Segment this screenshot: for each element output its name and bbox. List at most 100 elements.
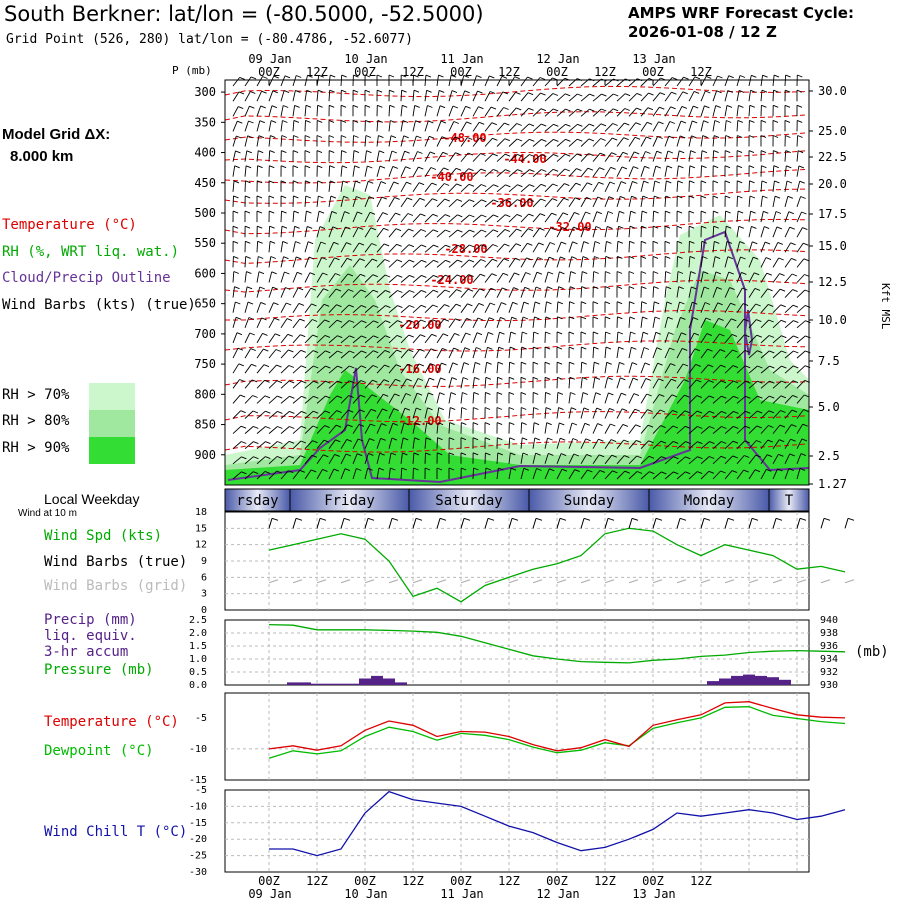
wind-barb: [304, 120, 306, 132]
wind-barb: [292, 287, 299, 298]
wind-barb-flag: [349, 335, 355, 339]
wind-barb-flag: [432, 229, 439, 233]
wind-barb: [496, 452, 499, 464]
wind-barb-flag: [732, 365, 739, 369]
grid-wind-barb: [820, 579, 831, 584]
wind-barb-flag: [609, 407, 615, 411]
wind-barb-flag: [384, 274, 391, 278]
wind-barb-flag: [465, 332, 471, 336]
wind-barb: [760, 365, 770, 374]
wind-barb: [244, 256, 247, 268]
wind-barb-flag: [403, 422, 410, 426]
wind-barb-flag: [475, 347, 482, 350]
wind-barb-flag: [341, 135, 347, 138]
wind-barb-flag: [473, 407, 479, 410]
wind-barb-flag: [713, 210, 719, 214]
bottom-date-label: 11 Jan: [440, 887, 483, 900]
wind-barb-flag: [433, 259, 439, 263]
wind-barb-flag: [420, 304, 427, 308]
wind-barb: [652, 286, 655, 298]
wind-barb: [532, 301, 536, 313]
wind-barb-flag: [744, 425, 751, 429]
wind-barb: [760, 272, 768, 283]
wind-barb-flag: [665, 286, 672, 290]
wind-barb-flag: [653, 271, 659, 274]
wind-barb-flag: [682, 347, 688, 351]
wind-barb-flag: [683, 379, 689, 383]
wind-barb-flag: [793, 335, 799, 339]
wind-barb: [280, 241, 284, 253]
wind-barb-flag: [629, 240, 635, 244]
wind-barb: [472, 317, 479, 329]
wind-barb: [580, 123, 590, 132]
wind-barb-flag: [721, 426, 727, 429]
wind-barb-flag: [688, 225, 695, 229]
wind-barb-flag: [751, 225, 757, 229]
bottom-hour-label: 12Z: [498, 874, 520, 888]
wind-barb: [712, 470, 721, 480]
wind-barb-flag: [346, 242, 352, 246]
wind-barb: [436, 198, 446, 208]
wind-barb-flag: [234, 286, 240, 290]
wind-barb: [436, 422, 439, 434]
wind-barb: [508, 228, 517, 238]
wind-barb-flag: [706, 75, 712, 79]
wind-barb-flag: [679, 135, 686, 139]
wind-barb: [616, 377, 621, 389]
wind-barb: [616, 181, 622, 192]
wind-barb-flag: [515, 243, 522, 247]
wind-barb-flag: [707, 348, 713, 352]
wind-barb-flag: [568, 331, 575, 335]
wind-barb-flag: [361, 304, 367, 308]
wind-barb-flag: [450, 392, 457, 396]
wind-barb-flag: [429, 377, 435, 381]
wind-barb-flag: [725, 210, 731, 214]
wind-barb-flag: [533, 331, 539, 335]
wind-barb-flag: [582, 392, 589, 396]
wind-barb-flag: [792, 380, 799, 384]
wind-barb-flag: [677, 271, 684, 274]
wind-barb: [520, 76, 528, 87]
wind-barb: [688, 395, 698, 404]
wind-barb-flag: [574, 211, 580, 215]
wind-barb: [232, 271, 235, 283]
wind-barb-flag: [246, 286, 253, 290]
wind-barb: [784, 438, 791, 449]
wind-barb: [412, 363, 420, 374]
wind-barb-flag: [617, 240, 624, 244]
wind-barb-flag: [582, 271, 588, 275]
wind-barb-flag: [493, 168, 499, 172]
wind-barb: [520, 138, 530, 147]
wind-barb-flag: [256, 195, 263, 199]
wind-barb-flag: [666, 165, 673, 169]
wind-barb-flag: [366, 150, 372, 154]
wind-barb: [340, 424, 348, 434]
wind-barb-flag: [407, 363, 413, 367]
wind-barb: [364, 227, 372, 238]
wind-barb-flag: [395, 364, 402, 368]
wind-barb: [460, 318, 467, 329]
wind-barb: [340, 380, 350, 389]
wind-barb: [460, 377, 464, 389]
wind-barb: [676, 456, 686, 465]
wind-barb-flag: [713, 135, 720, 139]
wind-barb-flag: [289, 395, 295, 399]
wind-barb-flag: [654, 316, 661, 320]
wind-barb-flag: [360, 365, 367, 369]
wind-barb-flag: [239, 76, 245, 80]
top-hour-label: 12Z: [498, 65, 520, 79]
wind-barb-flag: [258, 150, 264, 154]
wind-barb-flag: [233, 255, 239, 259]
wind-barb-flag: [241, 471, 247, 475]
wind-barb-flag: [697, 426, 703, 429]
wind-barb-flag: [595, 392, 601, 396]
wind-barb: [292, 256, 297, 268]
wind-barb: [724, 455, 734, 465]
wind-barb-flag: [521, 422, 527, 426]
wind-barb-flag: [581, 346, 587, 350]
wind-barb: [688, 456, 698, 465]
wind-barb-flag: [450, 74, 457, 78]
wind-barb: [676, 348, 683, 359]
wind-barb-flag: [385, 289, 391, 293]
wind-barb: [556, 271, 560, 283]
